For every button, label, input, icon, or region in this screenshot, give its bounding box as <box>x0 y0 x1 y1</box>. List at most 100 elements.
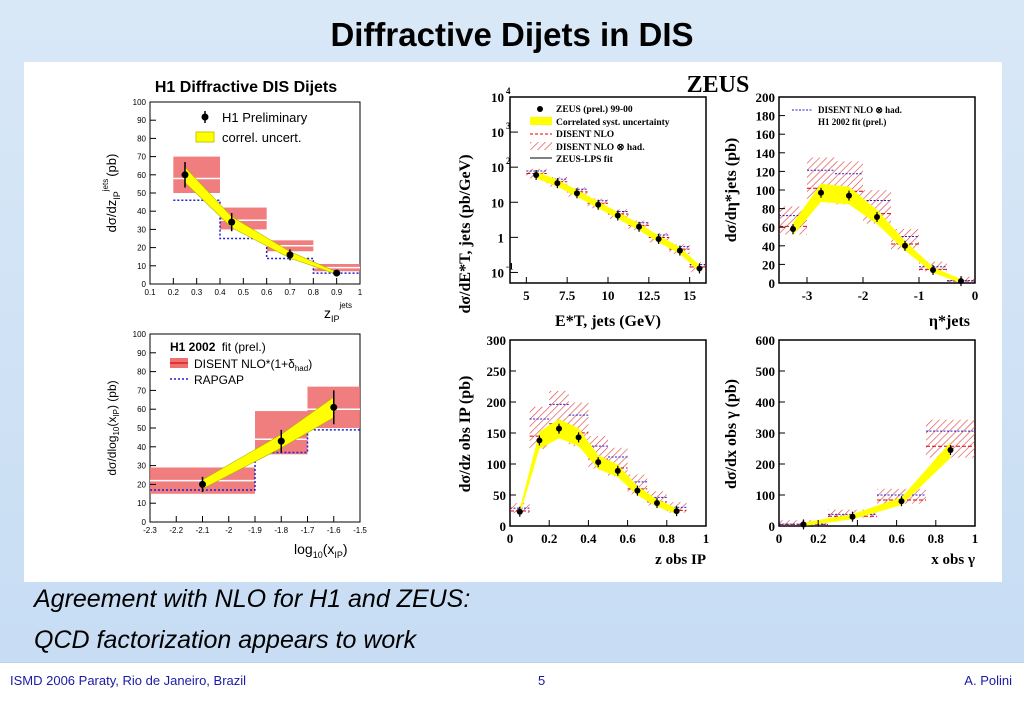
y-tick-label: 160 <box>756 127 776 142</box>
h1-top-legend: H1 Preliminary correl. uncert. <box>195 110 308 145</box>
y-tick-label: 180 <box>756 109 776 124</box>
y-tick-label: 140 <box>756 146 776 161</box>
legend-fit-prel: fit (prel.) <box>222 340 266 354</box>
legend2-h1-fit: H1 2002 fit (prel.) <box>818 117 886 127</box>
slide-title: Diffractive Dijets in DIS <box>330 16 694 53</box>
x-tick-label: -1.8 <box>274 526 288 535</box>
h1-top-ylabel: dσ/dzIPjets(pb) <box>101 154 122 233</box>
y-tick-label: 90 <box>137 349 146 358</box>
h1-bottom-legend: H1 2002 fit (prel.) DISENT NLO*(1+δhad) … <box>170 340 312 387</box>
y-tick-label: 150 <box>487 426 507 441</box>
x-tick-label: 0.9 <box>331 288 343 297</box>
y-tick-label: 80 <box>137 368 146 377</box>
footer: ISMD 2006 Paraty, Rio de Janeiro, Brazil… <box>0 662 1024 710</box>
legend-disent-nlo-zeus: DISENT NLO <box>556 130 614 140</box>
data-point <box>654 500 660 507</box>
data-point <box>333 269 341 277</box>
data-point <box>277 437 285 445</box>
data-point <box>958 278 964 285</box>
y-tick-label: 60 <box>137 405 146 414</box>
x-tick-label: 0.8 <box>659 531 676 546</box>
data-point <box>228 218 236 226</box>
data-point <box>846 192 852 199</box>
correlated-syst-band <box>536 171 700 272</box>
y-tick-label: 20 <box>137 480 146 489</box>
data-point <box>673 508 680 515</box>
footer-page-number: 5 <box>538 673 546 688</box>
zeus-group-title: ZEUS <box>687 72 750 98</box>
y-tick-label: 200 <box>756 457 776 472</box>
data-point <box>575 434 582 441</box>
zeus-et-xlabel: E*T, jets (GeV) <box>555 313 661 330</box>
data-point <box>533 171 540 178</box>
zeus-eta-xlabel: η*jets <box>929 313 970 330</box>
legend-zeus-lps-fit: ZEUS-LPS fit <box>556 155 614 165</box>
y-tick-label: 50 <box>137 424 146 433</box>
data-point <box>849 513 856 520</box>
y-tick-label: 100 <box>756 183 776 198</box>
footer-conference: ISMD 2006 Paraty, Rio de Janeiro, Brazil <box>10 673 247 688</box>
y-tick-label: 40 <box>762 239 775 254</box>
x-tick-label: 0 <box>507 531 514 546</box>
legend-h1-2002: H1 2002 <box>170 340 216 354</box>
data-point <box>947 447 954 454</box>
y-tick-label: 0 <box>142 280 147 289</box>
figure-canvas: H1 Diffractive DIS Dijets 0.1 0.2 0.3 0.4 0.… <box>101 72 979 568</box>
y-tick-label: 20 <box>762 257 775 272</box>
x-tick-label: -2.3 <box>143 526 157 535</box>
x-tick-label: 7.5 <box>559 288 576 303</box>
data-point <box>636 223 643 230</box>
svg-text:H1 2002 fit (prel.): H1 2002 fit (prel.) <box>170 340 266 354</box>
data-point <box>902 242 908 249</box>
data-point <box>676 247 683 254</box>
x-tick-label: 0.4 <box>849 531 866 546</box>
y-tick-label: 60 <box>137 171 146 180</box>
y-tick-exponent: 2 <box>506 156 511 166</box>
x-tick-label: 0.3 <box>191 288 203 297</box>
footer-author: A. Polini <box>964 673 1012 688</box>
y-tick-label: 60 <box>762 220 775 235</box>
caption-line-1: Agreement with NLO for H1 and ZEUS: <box>34 585 471 613</box>
x-tick-label: -1.6 <box>327 526 341 535</box>
x-tick-label: 0.2 <box>168 288 180 297</box>
data-point <box>898 498 905 505</box>
x-tick-label: 0.6 <box>261 288 273 297</box>
y-tick-label: 10 <box>137 499 146 508</box>
data-point <box>595 459 602 466</box>
legend-correlated-syst: Correlated syst. uncertainty <box>556 118 670 128</box>
zeus-eta-plot: -3 -2 -1 0 0 20 40 60 80 100 120 140 160 180 200 <box>756 90 979 303</box>
y-tick-label: 0 <box>500 519 507 534</box>
x-tick-label: -2.2 <box>169 526 183 535</box>
y-tick-label: 100 <box>756 488 776 503</box>
h1-bottom-xlabel: log10(xIP) <box>294 541 348 560</box>
x-tick-label: 0.6 <box>619 531 636 546</box>
y-tick-label: 100 <box>487 457 507 472</box>
correlated-syst-band <box>793 183 961 283</box>
x-tick-label: 0.8 <box>308 288 320 297</box>
y-tick-label: 80 <box>762 202 775 217</box>
x-tick-label: 0.7 <box>284 288 296 297</box>
y-tick-label: 30 <box>137 462 146 471</box>
zeus-zip-plot: 0 0.2 0.4 0.6 0.8 1 0 50 100 150 200 250 300 <box>487 333 710 546</box>
y-tick-label: 600 <box>756 333 776 348</box>
y-tick-label: 40 <box>137 207 146 216</box>
x-tick-label: -2 <box>858 288 869 303</box>
data-point <box>516 508 523 515</box>
x-tick-label: -1 <box>914 288 925 303</box>
y-tick-label: 10 <box>137 262 146 271</box>
x-tick-label: -3 <box>802 288 813 303</box>
data-point <box>330 403 338 411</box>
h1-group-title: H1 Diffractive DIS Dijets <box>155 79 337 96</box>
y-tick-label: 80 <box>137 134 146 143</box>
correl-uncert-band <box>202 396 335 490</box>
x-tick-label: 1 <box>972 531 979 546</box>
x-tick-label: 0 <box>972 288 979 303</box>
x-tick-label: -1.5 <box>353 526 367 535</box>
zeus-xg-xlabel: x obs γ <box>931 552 975 568</box>
y-tick-label: 10 <box>491 195 504 210</box>
x-tick-label: -1.7 <box>301 526 315 535</box>
zeus-legend: ZEUS (prel.) 99-00 Correlated syst. unce… <box>530 104 670 165</box>
zeus-zip-xlabel: z obs IP <box>655 552 706 568</box>
y-tick-label: 40 <box>137 443 146 452</box>
data-point <box>181 171 189 179</box>
